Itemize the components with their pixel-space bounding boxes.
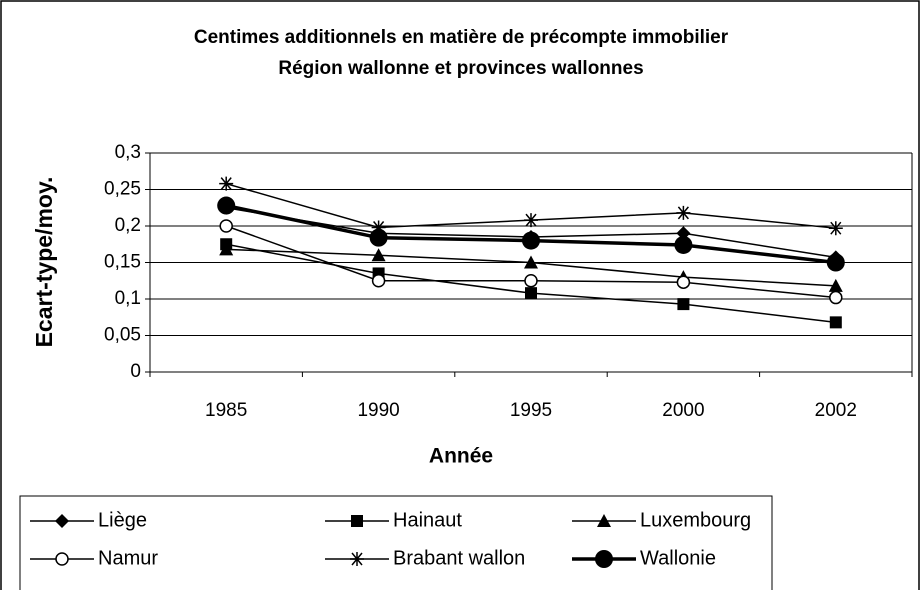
- point: [674, 235, 693, 254]
- legend-marker: [55, 514, 69, 528]
- point: [371, 274, 386, 288]
- legend-marker: [350, 552, 364, 566]
- y-tick-label: 0,25: [104, 179, 141, 200]
- point: [371, 248, 386, 262]
- chart-title: Centimes additionnels en matière de préc…: [194, 27, 729, 48]
- point: [371, 220, 386, 235]
- legend-marker: [595, 550, 613, 568]
- legend-marker: [597, 514, 611, 527]
- legend-marker: [351, 515, 363, 527]
- point: [677, 298, 690, 311]
- x-tick-label: 1985: [205, 400, 247, 421]
- legend-label: Luxembourg: [640, 509, 751, 531]
- legend-label: Namur: [98, 547, 158, 569]
- point: [828, 278, 843, 292]
- point: [522, 231, 540, 250]
- point: [828, 221, 843, 236]
- y-tick-label: 0: [130, 361, 141, 382]
- y-tick-label: 0,2: [115, 215, 141, 236]
- point: [369, 228, 388, 247]
- point: [525, 287, 537, 300]
- chart-subtitle: Région wallonne et provinces wallonnes: [278, 58, 643, 79]
- point: [676, 205, 691, 220]
- point: [217, 196, 236, 215]
- legend-label: Wallonie: [640, 547, 716, 569]
- point: [829, 290, 843, 305]
- legend-marker: [55, 552, 69, 566]
- point: [524, 255, 538, 269]
- legend-label: Hainaut: [393, 509, 462, 531]
- point: [829, 316, 842, 329]
- x-axis-title: Année: [429, 445, 493, 468]
- x-tick-label: 1995: [510, 400, 552, 421]
- point: [219, 176, 234, 191]
- legend-label: Brabant wallon: [393, 547, 525, 569]
- point: [524, 274, 538, 288]
- x-tick-label: 2000: [662, 400, 704, 421]
- x-tick-label: 1990: [357, 400, 399, 421]
- point: [826, 253, 845, 272]
- y-tick-label: 0,05: [104, 325, 141, 346]
- point: [219, 242, 234, 256]
- y-axis-title: Ecart-type/moy.: [31, 177, 57, 348]
- legend-box: [19, 495, 773, 590]
- point: [219, 219, 233, 233]
- y-tick-label: 0,15: [104, 252, 141, 273]
- x-tick-label: 2002: [815, 400, 857, 421]
- point: [676, 275, 691, 289]
- y-tick-label: 0,1: [115, 288, 141, 309]
- point: [524, 213, 538, 228]
- legend-label: Liège: [98, 509, 147, 531]
- y-tick-label: 0,3: [115, 142, 141, 163]
